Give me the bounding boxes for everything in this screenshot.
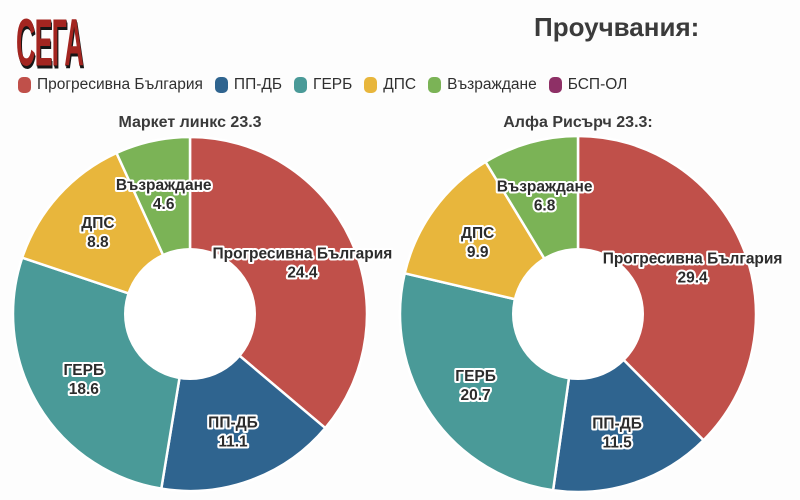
slice-value: 9.9	[467, 244, 489, 261]
slice-value: 24.4	[287, 265, 318, 282]
slice-value: 6.8	[534, 198, 556, 215]
legend-item: ПП-ДБ	[214, 76, 283, 94]
slice-label: ПП-ДБ	[208, 414, 258, 431]
legend: Прогресивна България ПП-ДБ ГЕРБ ДПС Възражда…	[18, 76, 627, 94]
legend-swatch-icon	[364, 77, 378, 93]
donut-hole	[124, 248, 256, 380]
donut-chart-0: Прогресивна България 24.4 ПП-ДБ 11.1 ГЕРБ 18.…	[11, 135, 394, 493]
pie-slice	[188, 135, 369, 430]
slice-label: Възраждане	[116, 177, 212, 194]
slice-value: 8.8	[87, 234, 109, 251]
legend-swatch-icon	[294, 77, 308, 93]
slice-label: Прогресивна България	[603, 251, 783, 268]
slice-value: 29.4	[678, 270, 709, 287]
slice-label: ДПС	[81, 215, 114, 232]
slice-value: 11.5	[602, 435, 632, 452]
slice-label: Възраждане	[497, 179, 593, 196]
legend-item: ДПС	[364, 76, 416, 94]
legend-item-label: ГЕРБ	[313, 76, 353, 93]
donut-hole	[512, 248, 644, 380]
legend-item: Възраждане	[428, 76, 537, 94]
chart-title-left: Маркет линкс 23.3	[118, 114, 262, 131]
slice-value: 18.6	[69, 381, 100, 398]
legend-item-label: Прогресивна България	[37, 76, 203, 93]
page-title: Проучвания:	[534, 12, 700, 42]
slice-label: ДПС	[461, 225, 494, 242]
legend-item-label: БСП-ОЛ	[567, 76, 628, 93]
slice-value: 11.1	[218, 433, 248, 450]
legend-item: Прогресивна България	[18, 76, 203, 94]
brand-logo: СЕГА	[16, 4, 84, 81]
pie-slice	[576, 134, 758, 442]
slice-value: 4.6	[153, 196, 175, 213]
slice-label: ГЕРБ	[455, 368, 496, 385]
legend-item-label: ДПС	[383, 76, 417, 93]
slice-label: ГЕРБ	[63, 362, 104, 379]
legend-swatch-icon	[214, 77, 228, 93]
slice-label: ПП-ДБ	[592, 416, 642, 433]
legend-swatch-icon	[548, 77, 562, 93]
legend-swatch-icon	[428, 77, 442, 93]
legend-item-label: Възраждане	[447, 76, 537, 93]
donut-chart-1: Прогресивна България 29.4 ПП-ДБ 11.5 ГЕРБ 20.…	[398, 134, 784, 494]
slice-label: Прогресивна България	[213, 246, 393, 263]
legend-item-label: ПП-ДБ	[233, 76, 283, 93]
legend-item: ГЕРБ	[294, 76, 352, 94]
slice-value: 20.7	[461, 387, 491, 404]
chart-title-right: Алфа Рисърч 23.3:	[503, 114, 653, 131]
legend-item: БСП-ОЛ	[548, 76, 628, 94]
legend-swatch-icon	[18, 77, 31, 93]
